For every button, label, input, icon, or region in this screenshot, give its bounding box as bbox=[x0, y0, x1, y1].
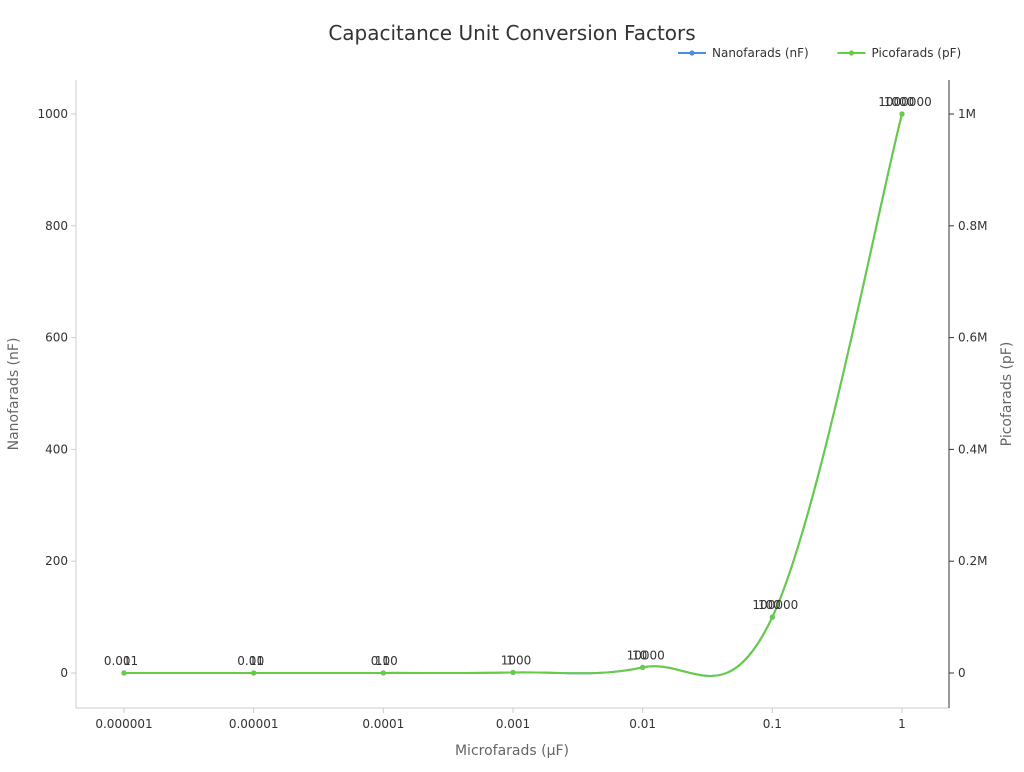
data-point[interactable] bbox=[121, 670, 127, 676]
data-label: 0.001 bbox=[104, 654, 138, 668]
data-point[interactable] bbox=[510, 669, 516, 676]
chart-title: Capacitance Unit Conversion Factors bbox=[328, 21, 695, 45]
data-point[interactable] bbox=[251, 670, 257, 676]
data-point[interactable] bbox=[380, 670, 386, 676]
right-y-axis-title: Picofarads (pF) bbox=[999, 342, 1015, 447]
x-tick-label: 0.001 bbox=[496, 717, 530, 731]
right-y-tick-label: 0.4M bbox=[958, 442, 987, 456]
right-y-tick-label: 0 bbox=[958, 666, 966, 680]
data-label: 100 bbox=[758, 598, 781, 612]
legend-item-1[interactable]: Picofarads (pF) bbox=[837, 46, 962, 60]
series-line-0 bbox=[123, 113, 903, 677]
series-points bbox=[121, 111, 905, 676]
series-lines bbox=[123, 113, 903, 677]
data-label: 0.01 bbox=[237, 654, 264, 668]
data-label: 10 bbox=[249, 654, 264, 668]
left-y-tick-label: 600 bbox=[45, 331, 68, 345]
data-point[interactable] bbox=[640, 664, 646, 671]
x-tick-label: 0.000001 bbox=[95, 717, 152, 731]
right-y-tick-label: 0.2M bbox=[958, 554, 987, 568]
data-label: 10000 bbox=[627, 648, 665, 662]
legend-swatch-dot bbox=[689, 50, 695, 56]
left-y-axis-ticks: 0 200 400 600 800 1000 bbox=[37, 107, 76, 680]
data-label: 1 bbox=[123, 654, 131, 668]
series-line-1 bbox=[123, 113, 903, 677]
right-y-axis-ticks: 0 0.2M 0.4M 0.6M 0.8M 1M bbox=[949, 107, 987, 680]
x-axis-title: Microfarads (µF) bbox=[455, 743, 569, 759]
right-y-tick-label: 0.8M bbox=[958, 219, 987, 233]
data-label: 1000 bbox=[884, 95, 915, 109]
data-label: 10 bbox=[632, 648, 647, 662]
right-y-tick-label: 1M bbox=[958, 107, 976, 121]
legend-swatch-dot bbox=[848, 50, 855, 56]
left-y-tick-label: 1000 bbox=[37, 107, 68, 121]
left-y-tick-label: 800 bbox=[45, 219, 68, 233]
x-tick-label: 0.01 bbox=[629, 717, 656, 731]
legend[interactable]: Nanofarads (nF) Picofarads (pF) bbox=[678, 46, 961, 60]
left-y-tick-label: 400 bbox=[45, 442, 68, 456]
data-label: 100 bbox=[375, 654, 398, 668]
data-label: 100000 bbox=[752, 598, 798, 612]
data-point[interactable] bbox=[899, 111, 905, 117]
data-label: 1000 bbox=[501, 653, 532, 667]
data-point[interactable] bbox=[769, 614, 775, 620]
x-tick-label: 0.0001 bbox=[362, 717, 404, 731]
x-tick-label: 0.1 bbox=[763, 717, 782, 731]
x-axis-ticks: 0.000001 0.00001 0.0001 0.001 0.01 0.1 1 bbox=[95, 708, 906, 731]
data-label: 0.1 bbox=[371, 654, 390, 668]
right-y-tick-label: 0.6M bbox=[958, 331, 987, 345]
x-tick-label: 1 bbox=[898, 717, 906, 731]
left-y-tick-label: 200 bbox=[45, 554, 68, 568]
x-tick-label: 0.00001 bbox=[229, 717, 279, 731]
left-y-axis-title: Nanofarads (nF) bbox=[6, 338, 22, 451]
legend-label: Picofarads (pF) bbox=[872, 46, 962, 60]
legend-label: Nanofarads (nF) bbox=[712, 46, 809, 60]
data-label: 1000000 bbox=[878, 95, 931, 109]
legend-item-0[interactable]: Nanofarads (nF) bbox=[678, 46, 809, 60]
left-y-tick-label: 0 bbox=[60, 666, 68, 680]
data-label: 1 bbox=[506, 653, 514, 667]
